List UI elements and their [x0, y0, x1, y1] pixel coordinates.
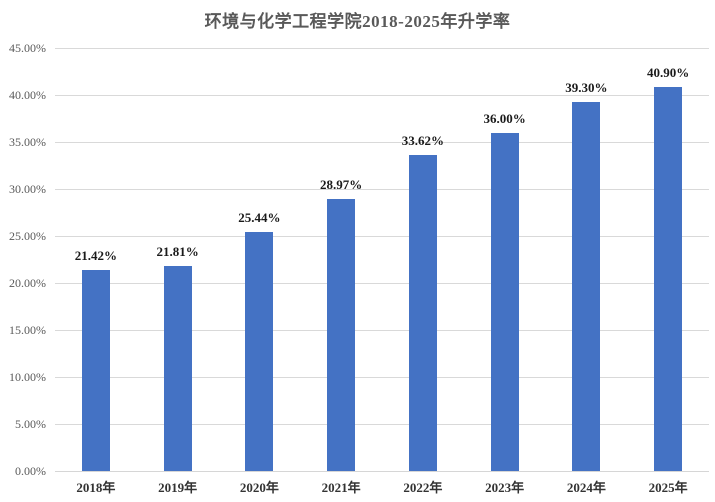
bar-2019年	[163, 266, 192, 471]
x-axis-tick-label: 2018年	[76, 480, 116, 495]
gridline	[55, 236, 709, 237]
x-axis-tick-label: 2020年	[239, 480, 279, 495]
gridline	[55, 142, 709, 143]
gridline	[55, 48, 709, 49]
y-axis-tick-label: 20.00%	[9, 276, 46, 290]
x-axis-tick-label: 2024年	[566, 480, 606, 495]
bar-2023年	[490, 132, 519, 471]
bar-2022年	[408, 154, 437, 471]
y-axis-tick-label: 25.00%	[9, 229, 46, 243]
bar-cell: 40.90%	[627, 48, 709, 471]
bar-cell: 25.44%	[219, 48, 301, 471]
x-axis-tick-label: 2021年	[321, 480, 361, 495]
x-axis-tick-label: 2025年	[648, 480, 688, 495]
bar-2020年	[245, 231, 274, 471]
y-axis: 0.00% 5.00% 10.00% 15.00% 20.00% 25.00% 30.00%…	[0, 0, 46, 502]
data-label: 40.90%	[647, 64, 690, 80]
data-label: 39.30%	[565, 79, 608, 95]
y-axis-tick-label: 30.00%	[9, 182, 46, 196]
bar-cell: 21.81%	[137, 48, 219, 471]
gridline	[55, 189, 709, 190]
plot-area: 21.42% 21.81% 25.44% 28.97% 33.62% 36.00% 39.3…	[55, 48, 709, 472]
bar-2018年	[81, 269, 110, 471]
data-label: 33.62%	[401, 132, 444, 148]
data-label: 25.44%	[238, 209, 281, 225]
y-axis-tick-label: 40.00%	[9, 88, 46, 102]
gridline	[55, 95, 709, 96]
bar-cell: 33.62%	[382, 48, 464, 471]
gridline	[55, 377, 709, 378]
gridline	[55, 283, 709, 284]
chart-title: 环境与化学工程学院2018-2025年升学率	[204, 12, 511, 31]
y-axis-tick-label: 10.00%	[9, 370, 46, 384]
bar-cell: 28.97%	[300, 48, 382, 471]
data-label: 28.97%	[320, 176, 363, 192]
bar-cell: 21.42%	[55, 48, 137, 471]
gridline	[55, 330, 709, 331]
data-label: 36.00%	[483, 110, 526, 126]
gridline	[55, 424, 709, 425]
y-axis-tick-label: 45.00%	[9, 41, 46, 55]
bar-cell: 36.00%	[464, 48, 546, 471]
y-axis-tick-label: 35.00%	[9, 135, 46, 149]
y-axis-tick-label: 15.00%	[9, 323, 46, 337]
data-label: 21.42%	[74, 247, 117, 263]
bar-2025年	[654, 86, 683, 471]
bar-cell: 39.30%	[546, 48, 628, 471]
bars-row: 21.42% 21.81% 25.44% 28.97% 33.62% 36.00% 39.3…	[55, 48, 709, 471]
x-axis: 2018年 2019年 2020年 2021年 2022年 2023年 2024年 2025年	[55, 477, 709, 496]
x-axis-tick-label: 2022年	[403, 480, 443, 495]
bar-2024年	[572, 101, 601, 471]
data-label: 21.81%	[156, 244, 199, 259]
bar-2021年	[327, 198, 356, 471]
y-axis-tick-label: 5.00%	[15, 417, 46, 431]
y-axis-tick-label: 0.00%	[15, 464, 46, 478]
x-axis-tick-label: 2023年	[485, 480, 525, 495]
x-axis-tick-label: 2019年	[158, 480, 198, 495]
